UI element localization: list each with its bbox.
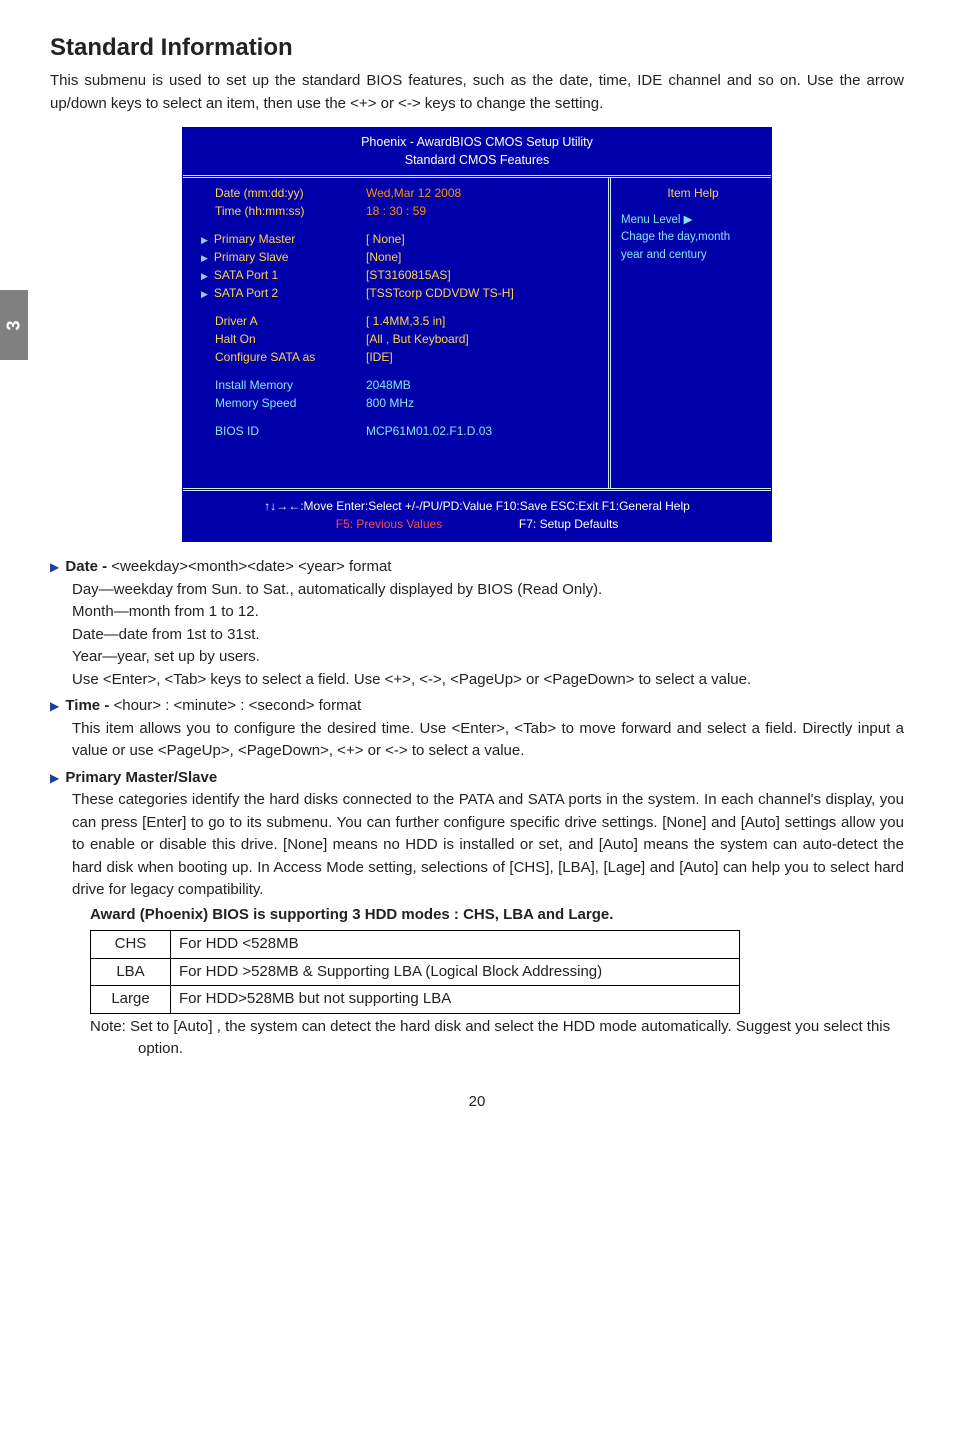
section-body-line: Use <Enter>, <Tab> keys to select a fiel… [50, 669, 904, 692]
arrow-icon: ▶ [50, 560, 59, 574]
bios-row-value: [ST3160815AS] [366, 266, 598, 284]
bios-row-label: Time (hh:mm:ss) [201, 202, 366, 220]
arrow-icon: ▶ [50, 771, 59, 785]
bios-row: Date (mm:dd:yy)Wed,Mar 12 2008 [201, 184, 598, 202]
bios-row-value: [IDE] [366, 348, 598, 366]
bios-row-label: Primary Slave [201, 248, 366, 266]
bios-screenshot: Phoenix - AwardBIOS CMOS Setup Utility S… [182, 127, 772, 542]
bios-row-label: BIOS ID [201, 422, 366, 440]
section-header: ▶ Primary Master/Slave [50, 767, 904, 790]
intro-paragraph: This submenu is used to set up the stand… [50, 70, 904, 115]
doc-section: ▶ Primary Master/SlaveThese categories i… [50, 767, 904, 902]
bios-row-label: Primary Master [201, 230, 366, 248]
hdd-desc: For HDD <528MB [171, 931, 740, 959]
section-heading: Standard Information [50, 30, 904, 66]
bios-row: Memory Speed800 MHz [201, 394, 598, 412]
bios-help-menulevel: Menu Level ▶ [621, 212, 765, 229]
bios-row-label: Install Memory [201, 376, 366, 394]
bios-row-value: [ None] [366, 230, 598, 248]
bios-row-label: Memory Speed [201, 394, 366, 412]
bios-row: Configure SATA as[IDE] [201, 348, 598, 366]
bios-title-line1: Phoenix - AwardBIOS CMOS Setup Utility [187, 134, 767, 152]
bios-row: Install Memory2048MB [201, 376, 598, 394]
award-line: Award (Phoenix) BIOS is supporting 3 HDD… [50, 904, 904, 927]
bios-footer-f7: F7: Setup Defaults [519, 517, 618, 531]
note-text: Note: Set to [Auto] , the system can det… [90, 1016, 904, 1061]
bios-row: Primary Slave[None] [201, 248, 598, 266]
side-chapter-number: 3 [0, 320, 27, 330]
arrow-icon: ▶ [50, 699, 59, 713]
section-body-line: This item allows you to configure the de… [50, 718, 904, 763]
bios-footer-line2: F5: Previous Values F7: Setup Defaults [187, 515, 767, 533]
bios-help-line1: Chage the day,month [621, 229, 765, 246]
bios-row: Primary Master[ None] [201, 230, 598, 248]
bios-row: Time (hh:mm:ss)18 : 30 : 59 [201, 202, 598, 220]
table-row: LargeFor HDD>528MB but not supporting LB… [91, 986, 740, 1014]
bios-row-label: Halt On [201, 330, 366, 348]
bios-row-value: Wed,Mar 12 2008 [366, 184, 598, 202]
section-title: Date - [65, 558, 107, 575]
bios-row-label: Driver A [201, 312, 366, 330]
hdd-desc: For HDD>528MB but not supporting LBA [171, 986, 740, 1014]
doc-section: ▶ Time - <hour> : <minute> : <second> fo… [50, 695, 904, 763]
bios-left-panel: Date (mm:dd:yy)Wed,Mar 12 2008Time (hh:m… [183, 178, 611, 488]
section-body-line: Month—month from 1 to 12. [50, 601, 904, 624]
doc-section: ▶ Date - <weekday><month><date> <year> f… [50, 556, 904, 691]
hdd-desc: For HDD >528MB & Supporting LBA (Logical… [171, 958, 740, 986]
hdd-mode: CHS [91, 931, 171, 959]
bios-row-value: [TSSTcorp CDDVDW TS-H] [366, 284, 598, 302]
section-body-line: Year—year, set up by users. [50, 646, 904, 669]
hdd-modes-table: CHSFor HDD <528MBLBAFor HDD >528MB & Sup… [90, 930, 740, 1014]
bios-footer: ↑↓→←:Move Enter:Select +/-/PU/PD:Value F… [183, 491, 771, 541]
hdd-mode: LBA [91, 958, 171, 986]
bios-row-value: 800 MHz [366, 394, 598, 412]
bios-row: SATA Port 1[ST3160815AS] [201, 266, 598, 284]
bios-row-label: SATA Port 1 [201, 266, 366, 284]
section-title: Time - [65, 697, 109, 714]
bios-title: Phoenix - AwardBIOS CMOS Setup Utility S… [183, 128, 771, 175]
bios-row-value: [All , But Keyboard] [366, 330, 598, 348]
bios-help-line2: year and century [621, 247, 765, 264]
bios-row: Halt On[All , But Keyboard] [201, 330, 598, 348]
bios-footer-f5: F5: Previous Values [336, 517, 443, 531]
bios-row-value: 2048MB [366, 376, 598, 394]
bios-body: Date (mm:dd:yy)Wed,Mar 12 2008Time (hh:m… [183, 175, 771, 491]
bios-row: SATA Port 2[TSSTcorp CDDVDW TS-H] [201, 284, 598, 302]
bios-row-label: Date (mm:dd:yy) [201, 184, 366, 202]
bios-row-value: 18 : 30 : 59 [366, 202, 598, 220]
section-title: Primary Master/Slave [65, 769, 217, 786]
bios-row-value: [ 1.4MM,3.5 in] [366, 312, 598, 330]
section-title-suffix: <weekday><month><date> <year> format [107, 558, 391, 575]
page-number: 20 [50, 1091, 904, 1114]
bios-row-value: MCP61M01.02.F1.D.03 [366, 422, 598, 440]
table-row: LBAFor HDD >528MB & Supporting LBA (Logi… [91, 958, 740, 986]
section-header: ▶ Date - <weekday><month><date> <year> f… [50, 556, 904, 579]
bios-row: BIOS IDMCP61M01.02.F1.D.03 [201, 422, 598, 440]
hdd-mode: Large [91, 986, 171, 1014]
bios-title-line2: Standard CMOS Features [187, 152, 767, 170]
bios-help-title: Item Help [621, 184, 765, 202]
section-header: ▶ Time - <hour> : <minute> : <second> fo… [50, 695, 904, 718]
section-body-line: Date—date from 1st to 31st. [50, 624, 904, 647]
bios-footer-line1: ↑↓→←:Move Enter:Select +/-/PU/PD:Value F… [187, 497, 767, 515]
bios-row-value: [None] [366, 248, 598, 266]
section-body-line: Day—weekday from Sun. to Sat., automatic… [50, 579, 904, 602]
section-body-line: These categories identify the hard disks… [50, 789, 904, 902]
bios-help-panel: Item Help Menu Level ▶ Chage the day,mon… [611, 178, 771, 488]
bios-row-label: Configure SATA as [201, 348, 366, 366]
section-title-suffix: <hour> : <minute> : <second> format [109, 697, 361, 714]
bios-row: Driver A[ 1.4MM,3.5 in] [201, 312, 598, 330]
side-chapter-tab: 3 [0, 290, 28, 360]
bios-row-label: SATA Port 2 [201, 284, 366, 302]
table-row: CHSFor HDD <528MB [91, 931, 740, 959]
